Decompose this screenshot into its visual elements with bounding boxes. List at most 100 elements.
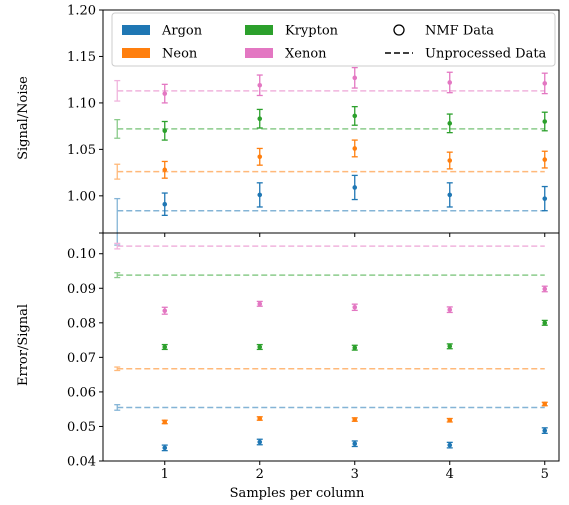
data-marker [257, 416, 263, 421]
data-marker [257, 344, 263, 350]
top-ytick-label: 1.20 [67, 4, 96, 19]
top-point-xenon [446, 71, 453, 94]
legend-label: Unprocessed Data [425, 47, 547, 62]
bottom-point-krypton [446, 343, 453, 350]
data-marker [447, 192, 453, 198]
bottom-point-argon [541, 427, 548, 435]
data-marker [162, 308, 168, 314]
data-marker [352, 304, 358, 310]
data-marker [257, 192, 263, 198]
top-point-xenon [541, 72, 548, 95]
bottom-point-neon [114, 366, 121, 372]
top-point-argon [114, 197, 121, 246]
legend-frame [111, 12, 556, 67]
bottom-ytick-label: 0.07 [67, 351, 96, 366]
bottom-ytick-label: 0.09 [67, 282, 96, 297]
top-y-axis-label: Signal/Noise [16, 76, 31, 160]
data-marker [542, 119, 548, 124]
data-marker [352, 417, 358, 422]
bottom-xtick-label: 5 [541, 467, 549, 482]
bottom-point-krypton [256, 343, 263, 351]
legend-item-krypton: Krypton [245, 24, 339, 39]
data-marker [352, 441, 358, 447]
bottom-xtick-label: 1 [161, 467, 169, 482]
data-marker [257, 154, 263, 160]
top-point-krypton [351, 105, 358, 126]
bottom-point-krypton [161, 343, 168, 351]
bottom-point-neon [351, 417, 358, 422]
legend-item-argon: Argon [122, 24, 203, 39]
top-point-neon [351, 139, 358, 158]
data-marker [447, 158, 453, 163]
legend-item-neon: Neon [122, 47, 198, 62]
bottom-ytick-label: 0.04 [67, 455, 96, 470]
top-ytick-label: 1.10 [67, 96, 96, 111]
bottom-ytick-label: 0.10 [67, 247, 96, 262]
top-point-neon [541, 150, 548, 169]
top-point-xenon [161, 83, 168, 104]
legend-swatch [122, 25, 150, 35]
bottom-point-xenon [541, 285, 548, 293]
bottom-panel: 0.04 0.05 0.06 0.07 0.08 0.09 0.10 1 2 3 4 5 [67, 232, 560, 482]
top-ytick-label: 1.00 [67, 189, 96, 204]
bottom-point-neon [256, 416, 263, 421]
legend-label: Neon [162, 47, 198, 62]
data-marker [447, 121, 453, 126]
bottom-point-argon [256, 438, 263, 446]
legend-item-unprocessed-data: Unprocessed Data [385, 47, 547, 62]
bottom-point-xenon [351, 303, 358, 312]
bottom-xtick-label: 3 [351, 467, 359, 482]
bottom-point-krypton [351, 344, 358, 351]
top-point-neon [114, 163, 121, 180]
legend-swatch [245, 25, 273, 35]
top-point-argon [446, 182, 453, 208]
data-marker [352, 75, 358, 81]
data-marker [447, 442, 453, 448]
data-marker [542, 286, 548, 292]
data-marker [542, 428, 548, 433]
legend-item-xenon: Xenon [245, 47, 327, 62]
legend-label: Xenon [285, 47, 327, 62]
legend-label: Argon [161, 24, 203, 39]
top-point-krypton [541, 111, 548, 132]
legend-marker [393, 24, 405, 36]
top-point-xenon [256, 74, 263, 97]
data-marker [162, 445, 168, 451]
bottom-point-neon [541, 401, 548, 407]
data-marker [162, 91, 168, 96]
data-marker [447, 80, 453, 85]
data-marker [542, 157, 548, 162]
bottom-point-neon [161, 419, 168, 425]
bottom-ytick-label: 0.05 [67, 420, 96, 435]
top-point-xenon [114, 79, 121, 102]
bottom-xtick-label: 2 [256, 467, 264, 482]
legend-label: NMF Data [425, 24, 494, 39]
data-marker [542, 196, 548, 201]
x-axis-label: Samples per column [230, 486, 365, 501]
top-ytick-label: 1.05 [67, 143, 96, 158]
top-point-neon [446, 151, 453, 170]
data-marker [162, 167, 168, 173]
bottom-ytick-label: 0.08 [67, 316, 96, 331]
data-marker [352, 345, 358, 350]
data-marker [542, 320, 548, 326]
data-marker [162, 419, 168, 425]
top-point-argon [541, 185, 548, 212]
data-marker [352, 185, 358, 190]
bottom-point-argon [446, 441, 453, 449]
bottom-point-krypton [114, 272, 121, 279]
top-ytick-label: 1.15 [67, 50, 96, 65]
bottom-axes-frame [102, 232, 560, 462]
top-point-krypton [161, 120, 168, 141]
bottom-point-argon [161, 444, 168, 452]
bottom-xtick-label: 4 [446, 467, 454, 482]
top-point-argon [161, 192, 168, 216]
bottom-point-argon [351, 440, 358, 448]
top-point-krypton [446, 113, 453, 134]
top-point-neon [161, 160, 168, 179]
data-marker [447, 417, 453, 423]
data-marker [542, 401, 548, 407]
data-marker [257, 82, 263, 88]
bottom-point-xenon [446, 306, 453, 314]
top-point-krypton [256, 108, 263, 129]
